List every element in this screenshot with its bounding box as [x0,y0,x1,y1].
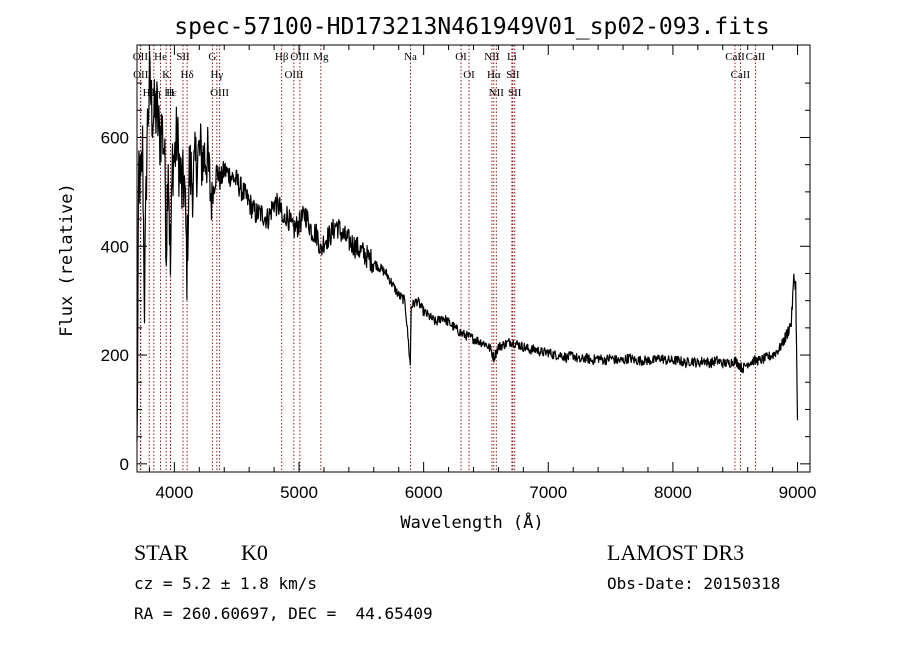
line-markers [139,45,756,472]
line-label: CaII [746,51,766,63]
y-axis: 0 200 400 600 [101,82,810,474]
obs-date: Obs-Date: 20150318 [607,574,781,593]
line-label: SII [506,69,520,81]
line-label: SII [508,87,522,99]
x-axis: 4000 5000 6000 7000 8000 9000 [148,45,817,502]
line-label: Hδ [181,69,194,81]
line-label: OIII [284,69,303,81]
line-label: Hε [164,87,177,99]
y-axis-label: Flux (relative) [57,183,77,337]
line-label: OI [463,69,475,81]
y-tick-label: 0 [120,455,129,474]
x-axis-label: Wavelength (Å) [400,511,543,533]
line-label: NII [489,87,505,99]
line-label: NII [484,51,500,63]
line-label: Hγ [210,69,223,81]
object-class: STAR [134,540,189,565]
x-tick-label: 8000 [654,483,692,502]
line-label: G [208,51,216,63]
chart-title: spec-57100-HD173213N461949V01_sp02-093.f… [174,14,769,40]
line-label: Li [507,51,517,63]
line-label: Hα [487,69,501,81]
line-label: OII [133,69,149,81]
coordinates: RA = 260.60697, DEC = 44.65409 [134,604,433,623]
line-label: CaII [731,69,751,81]
line-label: Na [404,51,417,63]
x-tick-label: 6000 [405,483,443,502]
line-label: OIII [290,51,309,63]
x-tick-label: 4000 [155,483,193,502]
subclass: K0 [241,540,268,565]
y-tick-label: 400 [101,237,129,256]
line-label: OI [455,51,467,63]
line-label: OIII [210,87,229,99]
y-tick-label: 200 [101,346,129,365]
plot-frame [136,44,811,473]
line-label: Hβ [275,51,289,63]
line-label: Mg [313,51,329,63]
line-label: OII [133,51,149,63]
line-label: CaII [725,51,745,63]
line-label: SII [176,51,190,63]
y-tick-label: 600 [101,128,129,147]
x-tick-label: 7000 [529,483,567,502]
line-label: H [166,87,174,99]
line-label: He [154,51,167,63]
survey-name: LAMOST DR3 [607,540,745,565]
x-tick-label: 9000 [779,483,817,502]
line-label: K [162,69,170,81]
x-tick-label: 5000 [280,483,318,502]
spectrum-series-line [136,50,799,442]
redshift-cz: cz = 5.2 ± 1.8 km/s [134,574,318,593]
